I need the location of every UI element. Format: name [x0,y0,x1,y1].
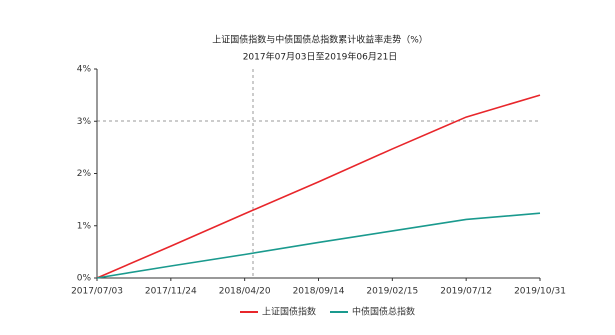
x-tick-label: 2019/07/12 [440,287,492,297]
x-tick-label: 2017/07/03 [71,287,123,297]
y-tick-label: 4% [77,65,92,75]
y-tick-label: 3% [77,117,92,127]
x-tick-label: 2017/11/24 [145,287,197,297]
chart-title: 上证国债指数与中债国债总指数累计收益率走势（%） [212,34,428,46]
y-tick-label: 2% [77,169,92,179]
series-line [96,94,541,279]
x-tick-label: 2019/02/15 [366,287,418,297]
x-tick-label: 2019/10/31 [514,287,566,297]
legend-label: 中债国债总指数 [352,306,415,318]
series-line [96,212,541,279]
y-tick-label: 0% [77,274,92,284]
x-tick-label: 2018/09/14 [293,287,345,297]
y-tick-label: 1% [77,221,92,231]
legend-label: 上证国债指数 [262,306,316,318]
chart-subtitle: 2017年07月03日至2019年06月21日 [243,51,398,63]
x-tick-label: 2018/04/20 [219,287,271,297]
